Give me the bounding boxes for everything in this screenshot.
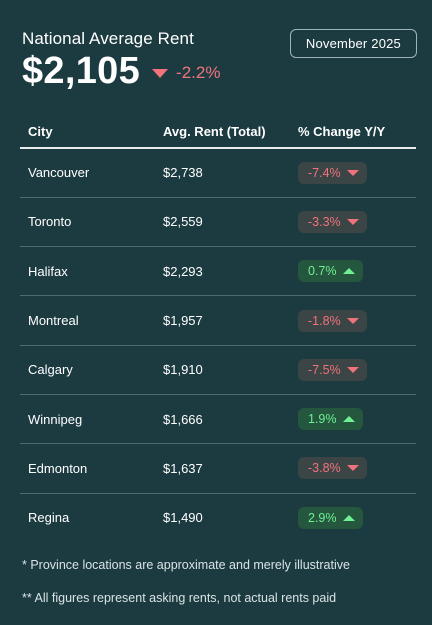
cell-change: -7.5% bbox=[290, 345, 416, 395]
change-badge: 0.7% bbox=[298, 260, 363, 283]
cell-city: Montreal bbox=[20, 295, 155, 346]
change-badge: -3.3% bbox=[298, 210, 367, 233]
change-badge-value: 1.9% bbox=[308, 412, 337, 427]
triangle-up-icon bbox=[342, 268, 355, 275]
national-change-value: -2.2% bbox=[176, 63, 221, 82]
cell-avg-rent: $1,637 bbox=[155, 443, 290, 494]
table-row: Toronto $2,559 -3.3% bbox=[20, 197, 416, 248]
change-badge: 1.9% bbox=[298, 408, 363, 431]
cell-city: Edmonton bbox=[20, 443, 155, 494]
column-header-avg-rent[interactable]: Avg. Rent (Total) bbox=[155, 115, 290, 149]
cell-change: 2.9% bbox=[290, 493, 416, 542]
cell-city: Winnipeg bbox=[20, 394, 155, 445]
date-selector-button[interactable]: November 2025 bbox=[289, 29, 417, 58]
table-header-row: City Avg. Rent (Total) % Change Y/Y bbox=[20, 115, 416, 149]
change-badge-value: 0.7% bbox=[308, 264, 337, 279]
table-row: Regina $1,490 2.9% bbox=[20, 493, 416, 542]
change-badge: -7.4% bbox=[298, 161, 367, 184]
change-badge-value: -7.5% bbox=[308, 362, 341, 377]
change-badge-value: -1.8% bbox=[308, 313, 341, 328]
footnote-2: ** All figures represent asking rents, n… bbox=[22, 591, 337, 605]
summary-header: National Average Rent $2,105 -2.2% Novem… bbox=[22, 29, 417, 99]
cell-city: Toronto bbox=[20, 197, 155, 248]
change-badge: -3.8% bbox=[298, 457, 367, 480]
cell-avg-rent: $2,738 bbox=[155, 148, 290, 198]
change-badge-value: -3.3% bbox=[308, 214, 341, 229]
cell-change: -3.8% bbox=[290, 443, 416, 494]
table-row: Calgary $1,910 -7.5% bbox=[20, 345, 416, 395]
table-row: Montreal $1,957 -1.8% bbox=[20, 295, 416, 346]
cell-avg-rent: $2,293 bbox=[155, 246, 290, 297]
cell-avg-rent: $2,559 bbox=[155, 197, 290, 248]
table-row: Edmonton $1,637 -3.8% bbox=[20, 443, 416, 494]
cell-change: -3.3% bbox=[290, 197, 416, 248]
table-row: Halifax $2,293 0.7% bbox=[20, 246, 416, 297]
cell-change: 1.9% bbox=[290, 394, 416, 445]
cell-change: -7.4% bbox=[290, 148, 416, 198]
column-header-city[interactable]: City bbox=[20, 115, 155, 149]
table-row: Vancouver $2,738 -7.4% bbox=[20, 148, 416, 198]
table-row: Winnipeg $1,666 1.9% bbox=[20, 394, 416, 445]
change-badge: 2.9% bbox=[298, 506, 363, 529]
cell-city: Vancouver bbox=[20, 148, 155, 198]
triangle-down-icon bbox=[346, 366, 359, 373]
cell-avg-rent: $1,910 bbox=[155, 345, 290, 395]
cell-change: 0.7% bbox=[290, 246, 416, 297]
national-change: -2.2% bbox=[152, 63, 220, 83]
triangle-down-icon bbox=[346, 317, 359, 324]
national-average-value: $2,105 bbox=[22, 50, 141, 92]
footnote-1: * Province locations are approximate and… bbox=[22, 558, 350, 572]
triangle-down-icon bbox=[346, 465, 359, 472]
change-badge: -1.8% bbox=[298, 309, 367, 332]
summary-label: National Average Rent bbox=[22, 29, 194, 48]
cell-city: Calgary bbox=[20, 345, 155, 395]
triangle-down-icon bbox=[346, 169, 359, 176]
change-badge-value: 2.9% bbox=[308, 510, 337, 525]
cell-avg-rent: $1,666 bbox=[155, 394, 290, 445]
city-rent-table: City Avg. Rent (Total) % Change Y/Y Vanc… bbox=[20, 115, 416, 542]
change-badge-value: -3.8% bbox=[308, 461, 341, 476]
footnotes: * Province locations are approximate and… bbox=[22, 558, 350, 624]
triangle-up-icon bbox=[342, 416, 355, 423]
cell-city: Regina bbox=[28, 510, 70, 526]
change-badge-value: -7.4% bbox=[308, 165, 341, 180]
cell-avg-rent: $1,490 bbox=[163, 510, 203, 526]
triangle-down-icon bbox=[152, 68, 169, 78]
cell-avg-rent: $1,957 bbox=[155, 295, 290, 346]
triangle-up-icon bbox=[342, 514, 355, 521]
cell-city: Halifax bbox=[20, 246, 155, 297]
column-header-change[interactable]: % Change Y/Y bbox=[290, 115, 416, 149]
cell-change: -1.8% bbox=[290, 295, 416, 346]
change-badge: -7.5% bbox=[298, 358, 367, 381]
summary-value-row: $2,105 -2.2% bbox=[22, 51, 417, 91]
triangle-down-icon bbox=[346, 218, 359, 225]
